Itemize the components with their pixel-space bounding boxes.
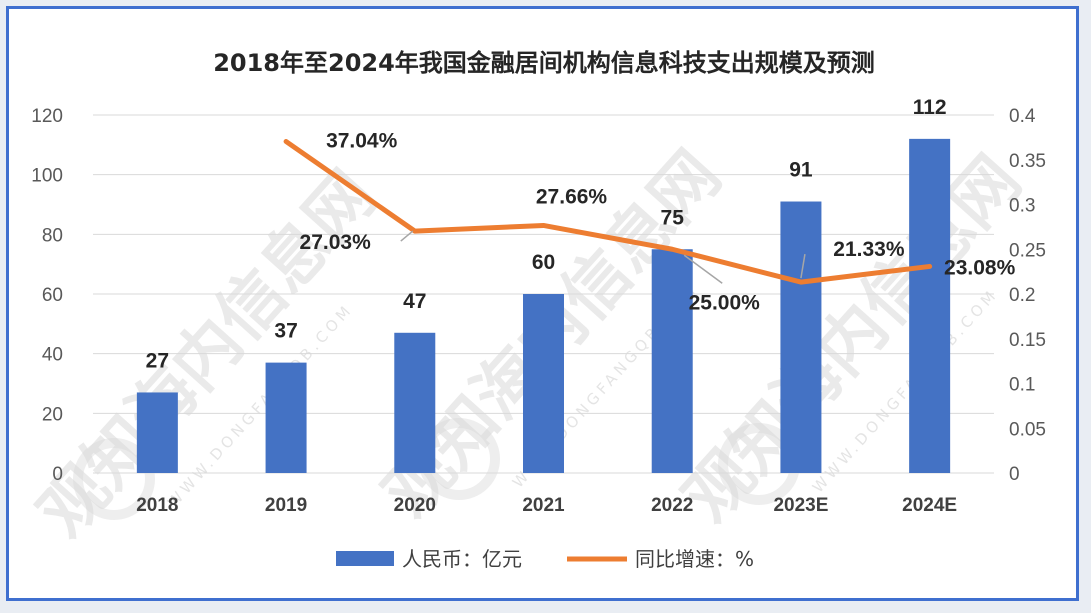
y-right-tick-label: 0.35 (1009, 151, 1046, 172)
line-value-label: 37.04% (326, 129, 398, 152)
x-tick-label: 2018 (136, 495, 178, 516)
y-right-tick-label: 0.05 (1009, 419, 1046, 440)
growth-line (283, 138, 933, 285)
legend-bar-swatch (336, 551, 394, 566)
bar-value-label: 112 (913, 96, 947, 119)
leader-line (800, 253, 806, 279)
bar (136, 392, 178, 473)
bar (780, 201, 822, 473)
line-value-label: 27.03% (300, 231, 372, 254)
line-value-label: 27.66% (536, 185, 608, 208)
bar-value-label: 75 (661, 206, 685, 229)
legend-line-label: 同比增速：% (635, 547, 754, 571)
watermark-logo-icon (73, 438, 155, 520)
line-series (283, 138, 933, 285)
y-right-tick-label: 0.25 (1009, 240, 1046, 261)
x-tick-label: 2021 (522, 495, 565, 516)
y-right-tick-label: 0.2 (1009, 285, 1035, 306)
y-left-tick-label: 0 (52, 464, 63, 485)
bar-value-label: 91 (789, 159, 813, 182)
bar (651, 249, 693, 473)
x-tick-label: 2020 (394, 495, 436, 516)
combo-chart: 观知海内信息网WWW.DONGFANGQB.COM观知海内信息网WWW.DONG… (24, 49, 1046, 571)
leader-line (400, 230, 414, 242)
bar-value-label: 47 (403, 290, 426, 313)
bar (265, 362, 307, 473)
x-tick-label: 2019 (265, 495, 307, 516)
y-right-tick-label: 0.1 (1009, 375, 1035, 396)
y-right-tick-label: 0.15 (1009, 330, 1046, 351)
y-right-tick-label: 0.3 (1009, 196, 1035, 217)
bar (909, 138, 951, 473)
line-value-label: 23.08% (944, 256, 1016, 279)
bar (523, 294, 564, 473)
line-value-label: 21.33% (833, 238, 905, 261)
legend: 人民币：亿元 同比增速：% (336, 547, 754, 571)
x-tick-label: 2023E (773, 495, 828, 516)
bar-value-label: 60 (532, 251, 555, 274)
line-value-label: 25.00% (689, 291, 761, 314)
chart-frame: 观知海内信息网WWW.DONGFANGQB.COM观知海内信息网WWW.DONG… (6, 6, 1079, 601)
axis-ticks: 0 20 40 60 80 100 120 0 0.05 0.1 0.15 0.2 0.25 0.3 0.3… (31, 106, 1046, 516)
y-left-tick-label: 20 (42, 404, 63, 425)
y-left-tick-label: 60 (42, 285, 63, 306)
bar-value-label: 27 (146, 349, 169, 372)
y-left-tick-label: 40 (42, 345, 63, 366)
y-right-tick-label: 0 (1009, 464, 1020, 485)
y-left-tick-label: 80 (42, 225, 63, 246)
data-labels: 27 37 47 60 75 91 112 37.04% 27.03% 27.66% 25.00% 2… (146, 96, 1016, 373)
y-left-tick-label: 100 (31, 166, 63, 187)
watermark-text: 观知海内信息网 (669, 142, 1035, 537)
y-right-tick-label: 0.4 (1009, 106, 1036, 127)
legend-bar-label: 人民币：亿元 (402, 547, 522, 571)
leader-line (683, 254, 723, 284)
bar-value-label: 37 (274, 320, 297, 343)
x-tick-label: 2024E (902, 495, 957, 516)
bar (394, 332, 436, 473)
chart-title: 2018年至2024年我国金融居间机构信息科技支出规模及预测 (213, 49, 875, 77)
bar-series (136, 138, 951, 473)
x-tick-label: 2022 (651, 495, 693, 516)
y-left-tick-label: 120 (31, 106, 63, 127)
